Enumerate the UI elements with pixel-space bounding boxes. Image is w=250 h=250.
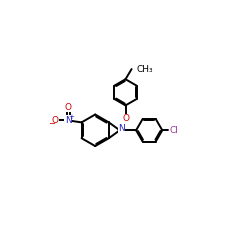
Text: N: N — [118, 127, 125, 136]
Text: CH₃: CH₃ — [136, 64, 153, 74]
Text: −: − — [48, 119, 55, 128]
Text: O: O — [65, 103, 72, 112]
Text: Cl: Cl — [170, 126, 179, 135]
Text: N: N — [118, 124, 125, 134]
Text: O: O — [52, 116, 59, 125]
Text: O: O — [122, 114, 129, 123]
Text: +: + — [68, 114, 74, 120]
Text: N: N — [65, 116, 72, 125]
